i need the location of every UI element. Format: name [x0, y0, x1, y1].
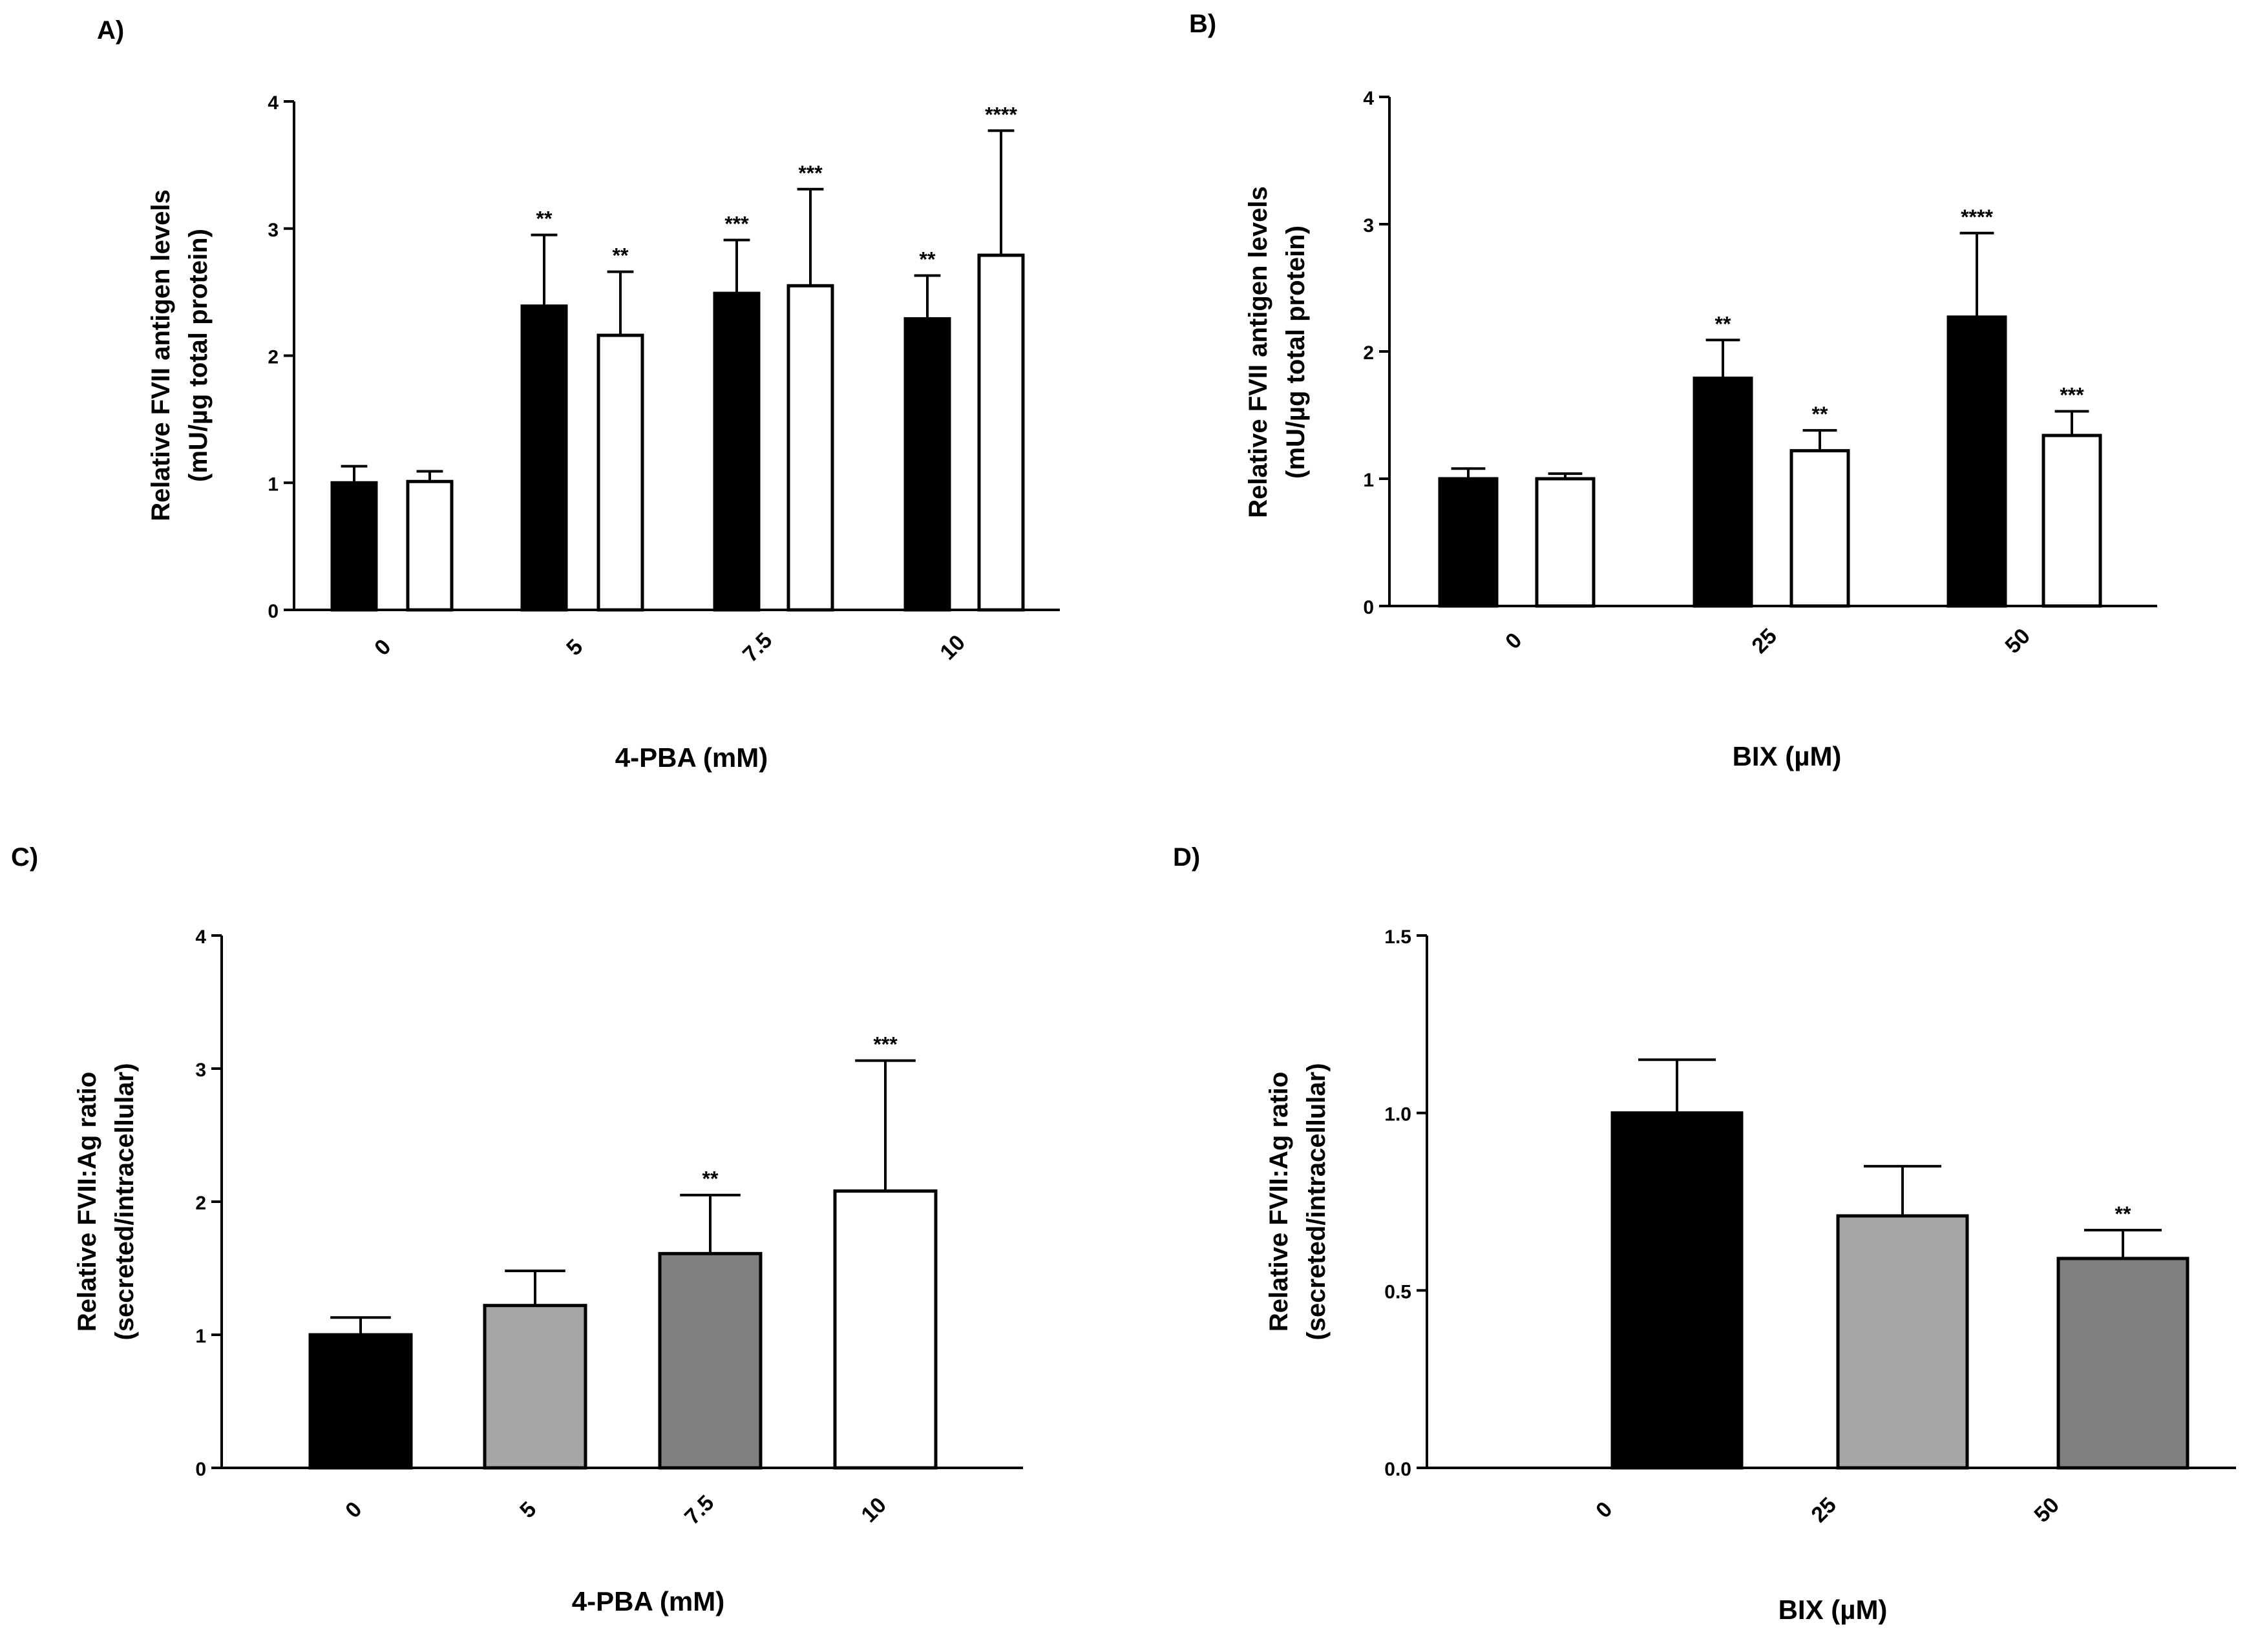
- y-axis-label: Relative FVII:Ag ratio: [1265, 1072, 1293, 1332]
- y-tick-label: 0: [268, 601, 279, 622]
- y-tick-label: 1.5: [1384, 926, 1411, 948]
- significance-label: ***: [2060, 384, 2084, 407]
- bar: [903, 317, 951, 612]
- bar: [2056, 1257, 2189, 1470]
- bar: [977, 253, 1025, 612]
- x-tick-label: 5: [515, 1497, 541, 1523]
- bar: [1610, 1111, 1744, 1470]
- x-tick-label: 10: [935, 630, 970, 665]
- y-tick-label: 2: [195, 1193, 206, 1214]
- bar: [406, 479, 454, 612]
- y-axis-label-sub: (mU/µg total protein): [184, 229, 213, 482]
- significance-label: **: [702, 1167, 719, 1191]
- panel-label: B): [1189, 10, 1216, 38]
- y-tick-label: 3: [1363, 215, 1374, 236]
- bar: [308, 1333, 413, 1470]
- bar: [1693, 376, 1753, 608]
- significance-label: **: [1715, 312, 1731, 335]
- x-tick-label: 5: [562, 634, 587, 660]
- panel-label: C): [11, 843, 38, 872]
- y-axis-label-sub: (mU/µg total protein): [1282, 225, 1310, 479]
- bar: [2041, 434, 2102, 608]
- bar: [520, 304, 568, 612]
- bar: [330, 481, 378, 612]
- y-tick-label: 4: [1363, 88, 1374, 109]
- y-axis-label: Relative FVII:Ag ratio: [73, 1072, 101, 1332]
- x-axis-label: 4-PBA (mM): [615, 742, 768, 773]
- x-tick-label: 50: [2029, 1492, 2064, 1527]
- significance-label: **: [1812, 403, 1828, 426]
- bar: [1836, 1214, 1969, 1470]
- panel-b: B) 0 1 2 3 4 Relative FVII antigen levels (mU/µ…: [1189, 10, 2157, 771]
- bar: [658, 1251, 763, 1470]
- y-tick-label: 3: [195, 1060, 206, 1081]
- significance-label: ***: [798, 162, 823, 185]
- panel-d: D) 0.0 0.5 1.0 1.5 Relative FVII:Ag ratio (sec…: [1173, 843, 2236, 1625]
- x-axis-label: BIX (µM): [1733, 741, 1842, 771]
- significance-label: **: [536, 207, 553, 231]
- bar: [833, 1189, 938, 1470]
- y-tick-label: 0: [195, 1459, 206, 1480]
- significance-label: **: [920, 248, 936, 271]
- x-tick-label: 7.5: [680, 1490, 719, 1529]
- panel-label: A): [97, 16, 124, 45]
- y-tick-label: 1: [1363, 470, 1374, 491]
- x-axis-label: BIX (µM): [1778, 1594, 1888, 1625]
- bar: [1946, 315, 2007, 608]
- bar: [483, 1304, 587, 1470]
- y-axis-label-sub: (secreted/intracellular): [1302, 1063, 1331, 1340]
- bar: [713, 291, 761, 612]
- y-tick-label: 1: [268, 474, 279, 495]
- x-tick-label: 0: [1501, 628, 1526, 654]
- panel-a: A) 0 1 2 3 4 Relative FVII antigen levels (mU/µ…: [97, 16, 1060, 773]
- significance-label: **: [2115, 1202, 2131, 1226]
- bar: [786, 284, 834, 612]
- x-tick-label: 0: [370, 634, 396, 660]
- x-tick-label: 25: [1747, 623, 1782, 658]
- y-tick-label: 0.5: [1384, 1281, 1411, 1302]
- y-tick-label: 2: [268, 347, 279, 368]
- x-tick-label: 0: [341, 1497, 366, 1523]
- significance-label: ***: [873, 1033, 898, 1056]
- significance-label: **: [613, 244, 629, 267]
- y-tick-label: 1.0: [1384, 1104, 1411, 1125]
- y-tick-label: 1: [195, 1326, 206, 1347]
- y-tick-label: 2: [1363, 342, 1374, 364]
- x-axis-label: 4-PBA (mM): [572, 1586, 724, 1616]
- y-axis-label-sub: (secreted/intracellular): [111, 1063, 139, 1340]
- y-tick-label: 0.0: [1384, 1459, 1411, 1480]
- panel-label: D): [1173, 843, 1200, 872]
- y-tick-label: 4: [195, 926, 206, 948]
- y-tick-label: 4: [268, 92, 279, 114]
- bar: [1535, 477, 1596, 608]
- x-tick-label: 0: [1591, 1497, 1617, 1523]
- x-tick-label: 7.5: [738, 628, 777, 667]
- x-tick-label: 50: [2000, 623, 2035, 658]
- bar: [596, 333, 644, 612]
- significance-label: ***: [724, 212, 749, 235]
- y-tick-label: 3: [268, 220, 279, 241]
- x-tick-label: 25: [1806, 1492, 1841, 1527]
- y-axis-label: Relative FVII antigen levels: [147, 189, 175, 521]
- x-tick-label: 10: [856, 1492, 891, 1527]
- bar: [1789, 449, 1850, 608]
- y-axis-label: Relative FVII antigen levels: [1244, 186, 1272, 518]
- bar: [1438, 477, 1499, 608]
- y-tick-label: 0: [1363, 597, 1374, 618]
- significance-label: ****: [985, 103, 1017, 126]
- significance-label: ****: [1961, 205, 1993, 229]
- panel-c: C) 0 1 2 3 4 Relative FVII:Ag ratio (secreted/i…: [11, 843, 1023, 1616]
